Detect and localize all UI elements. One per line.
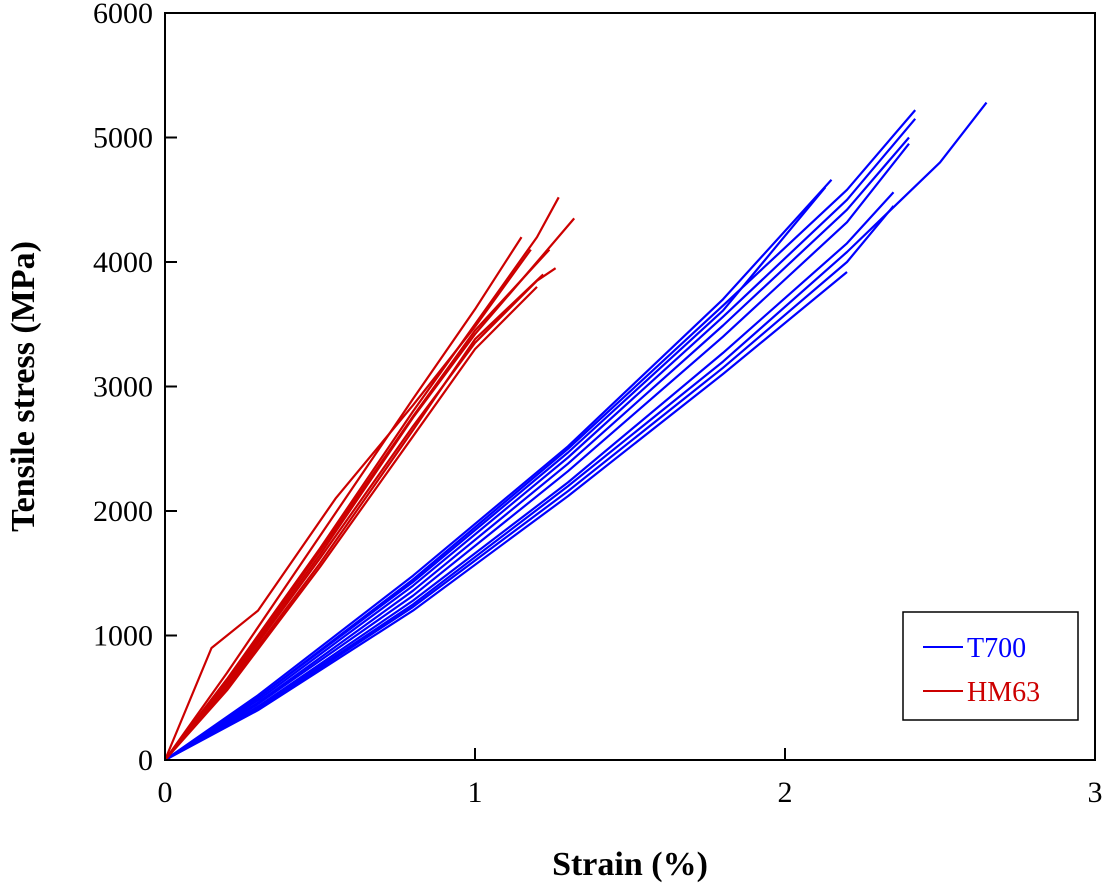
x-tick-label: 1 (468, 776, 483, 809)
series-line-hm63-18 (164, 248, 551, 761)
series-line-t700-5 (164, 179, 833, 761)
x-tick-label: 2 (778, 776, 793, 809)
series-line-hm63-14 (164, 236, 523, 761)
series-line-t700-2 (164, 118, 917, 761)
y-tick-label: 5000 (93, 122, 153, 155)
legend-box (902, 611, 1079, 721)
series-line-t700-1 (164, 109, 917, 761)
ticks-layer: 0 1 2 3 0 1000 2000 3000 4000 5000 6000 (93, 0, 1102, 809)
series-line-hm63-16 (164, 286, 538, 761)
y-tick-label: 1000 (93, 620, 153, 653)
y-tick-label: 0 (138, 744, 153, 777)
series-line-t700-3 (164, 136, 910, 761)
x-axis-title: Strain (%) (552, 846, 708, 883)
y-tick-label: 3000 (93, 371, 153, 404)
y-axis-title: Tensile stress (MPa) (5, 241, 42, 532)
series-line-t700-7 (164, 191, 895, 761)
series-layer (163, 101, 988, 761)
y-tick-label: 2000 (93, 495, 153, 528)
series-line-t700-8 (164, 101, 988, 761)
series-line-t700-4 (164, 143, 910, 761)
x-tick-label: 3 (1088, 776, 1102, 809)
y-tick-label: 6000 (93, 0, 153, 30)
series-line-hm63-15 (163, 248, 532, 761)
series-line-t700-6 (164, 186, 827, 761)
legend-label-t700: T700 (967, 633, 1026, 664)
legend-label-hm63: HM63 (967, 677, 1040, 708)
x-tick-label: 0 (158, 776, 173, 809)
y-tick-label: 4000 (93, 246, 153, 279)
series-line-t700-10 (164, 271, 848, 761)
legend: T700 HM63 (902, 611, 1079, 721)
series-line-hm63-17 (164, 273, 544, 761)
